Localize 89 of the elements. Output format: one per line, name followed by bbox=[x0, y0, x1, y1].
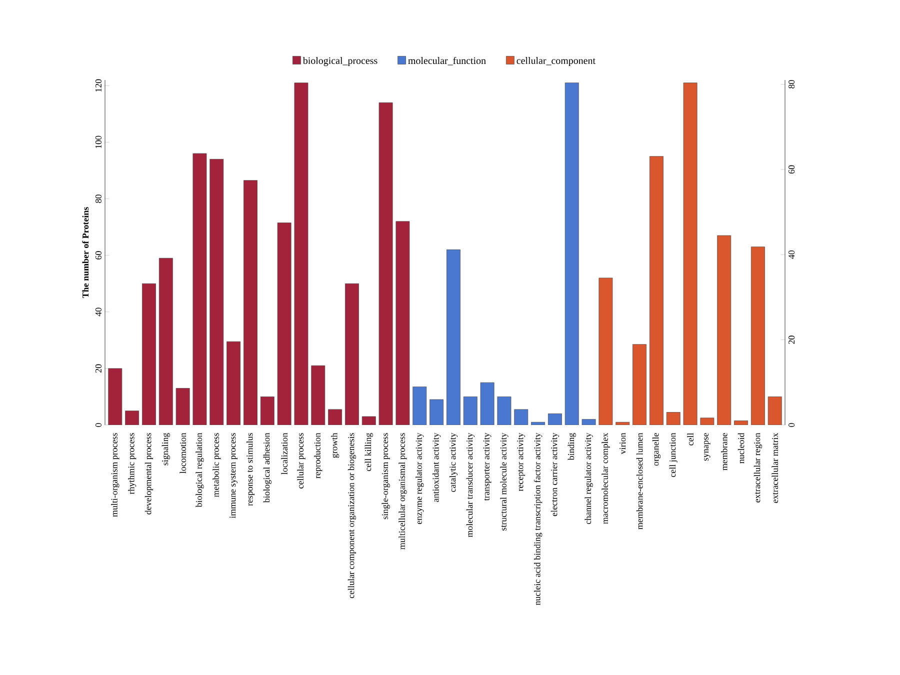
x-tick-label: response to stimulus bbox=[246, 433, 255, 506]
x-tick-label: signaling bbox=[162, 432, 170, 466]
bar bbox=[412, 386, 427, 425]
bar bbox=[277, 222, 292, 425]
x-tick-label: extracellular matrix bbox=[772, 432, 778, 503]
y2-tick-label: 60 bbox=[788, 165, 795, 174]
x-tick-label: biological adhesion bbox=[263, 432, 272, 503]
bar bbox=[294, 82, 308, 425]
bar bbox=[717, 235, 732, 425]
bar bbox=[666, 412, 680, 425]
x-tick-label: cellular process bbox=[297, 433, 306, 488]
bar bbox=[210, 158, 224, 425]
bar bbox=[463, 396, 478, 425]
bar bbox=[108, 368, 122, 425]
bar bbox=[632, 344, 647, 425]
x-tick-label: binding bbox=[568, 432, 576, 460]
bar bbox=[430, 399, 444, 425]
x-tick-label: growth bbox=[330, 432, 340, 458]
x-tick-label: structural molecule activity bbox=[500, 432, 508, 530]
x-tick-label: immune system process bbox=[230, 433, 238, 518]
x-tick-label: catalytic activity bbox=[449, 432, 458, 492]
x-tick-label: receptor activity bbox=[517, 432, 526, 492]
bar bbox=[480, 382, 494, 425]
bar bbox=[226, 341, 241, 425]
bar bbox=[158, 258, 173, 425]
x-tick-label: developmental process bbox=[144, 433, 154, 514]
bar bbox=[598, 278, 612, 425]
bar bbox=[142, 283, 156, 425]
x-tick-label: channel regulator activity bbox=[584, 432, 593, 524]
x-tick-label: localization bbox=[281, 432, 288, 474]
x-tick-label: single-organism process bbox=[382, 433, 390, 520]
y2-tick-label: 80 bbox=[788, 80, 795, 88]
bar bbox=[649, 156, 664, 425]
bar bbox=[446, 249, 460, 425]
x-tick-label: cellular component organization or biogenesis bbox=[348, 433, 356, 598]
x-tick-label: virion bbox=[620, 432, 626, 454]
bar bbox=[176, 388, 190, 425]
x-tick-label: nucleic acid binding transcription factor activity bbox=[534, 432, 542, 606]
x-tick-label: nucleoid bbox=[738, 432, 744, 464]
x-tick-label: organelle bbox=[652, 433, 661, 466]
x-tick-label: electron carrier activity bbox=[550, 432, 560, 516]
x-tick-label: metabolic process bbox=[212, 433, 221, 498]
bar bbox=[328, 409, 342, 425]
x-tick-label: cell bbox=[687, 432, 694, 446]
bar bbox=[396, 221, 410, 425]
bar bbox=[750, 246, 765, 425]
legend-label: cellular_component bbox=[516, 56, 596, 66]
bar bbox=[125, 410, 140, 425]
bar bbox=[260, 396, 274, 425]
x-tick-label: rhythmic process bbox=[128, 433, 136, 494]
x-tick-label: transporter activity bbox=[483, 432, 492, 501]
y-tick-label: 0 bbox=[95, 423, 102, 427]
y-tick-label: 60 bbox=[95, 251, 102, 260]
bar bbox=[311, 365, 326, 425]
legend-label: biological_process bbox=[302, 56, 378, 66]
bar bbox=[244, 180, 258, 425]
x-tick-label: locomotion bbox=[180, 432, 186, 474]
x-tick-label: cell killing bbox=[364, 432, 373, 472]
bar bbox=[514, 409, 528, 425]
y-tick-label: 120 bbox=[95, 79, 102, 92]
bar bbox=[497, 396, 512, 425]
x-tick-label: antioxidant activity bbox=[432, 432, 441, 502]
x-tick-label: macromolecular complex bbox=[602, 432, 610, 524]
bar bbox=[192, 153, 207, 425]
x-tick-label: multicellular organismal process bbox=[398, 433, 407, 550]
x-tick-label: enzyme regulator activity bbox=[416, 432, 424, 524]
bar bbox=[683, 82, 698, 425]
x-tick-label: multi-organism process bbox=[111, 433, 120, 517]
x-tick-label: molecular transducer activity bbox=[466, 432, 474, 538]
y-tick-label: 100 bbox=[95, 136, 102, 148]
bar bbox=[768, 396, 782, 425]
y-tick-label: 20 bbox=[95, 364, 102, 373]
y2-tick-label: 40 bbox=[788, 250, 795, 259]
y-axis-title: The number of Proteins bbox=[82, 207, 89, 298]
x-tick-label: reproduction bbox=[314, 432, 322, 478]
x-tick-label: biological regulation bbox=[196, 432, 204, 508]
bar bbox=[564, 82, 579, 425]
y-tick-label: 80 bbox=[95, 194, 102, 203]
legend-label: molecular_function bbox=[408, 56, 486, 66]
y2-tick-label: 0 bbox=[788, 423, 795, 427]
bar bbox=[378, 102, 393, 425]
x-tick-label: cell junction bbox=[669, 432, 678, 477]
x-tick-label: membrane-enclosed lumen bbox=[636, 432, 643, 530]
y2-tick-label: 20 bbox=[788, 336, 795, 344]
bar bbox=[345, 283, 359, 425]
x-tick-label: membrane bbox=[720, 433, 728, 470]
x-tick-label: synapse bbox=[704, 433, 710, 461]
x-tick-label: extracellular region bbox=[754, 432, 762, 502]
y-tick-label: 40 bbox=[95, 308, 102, 316]
